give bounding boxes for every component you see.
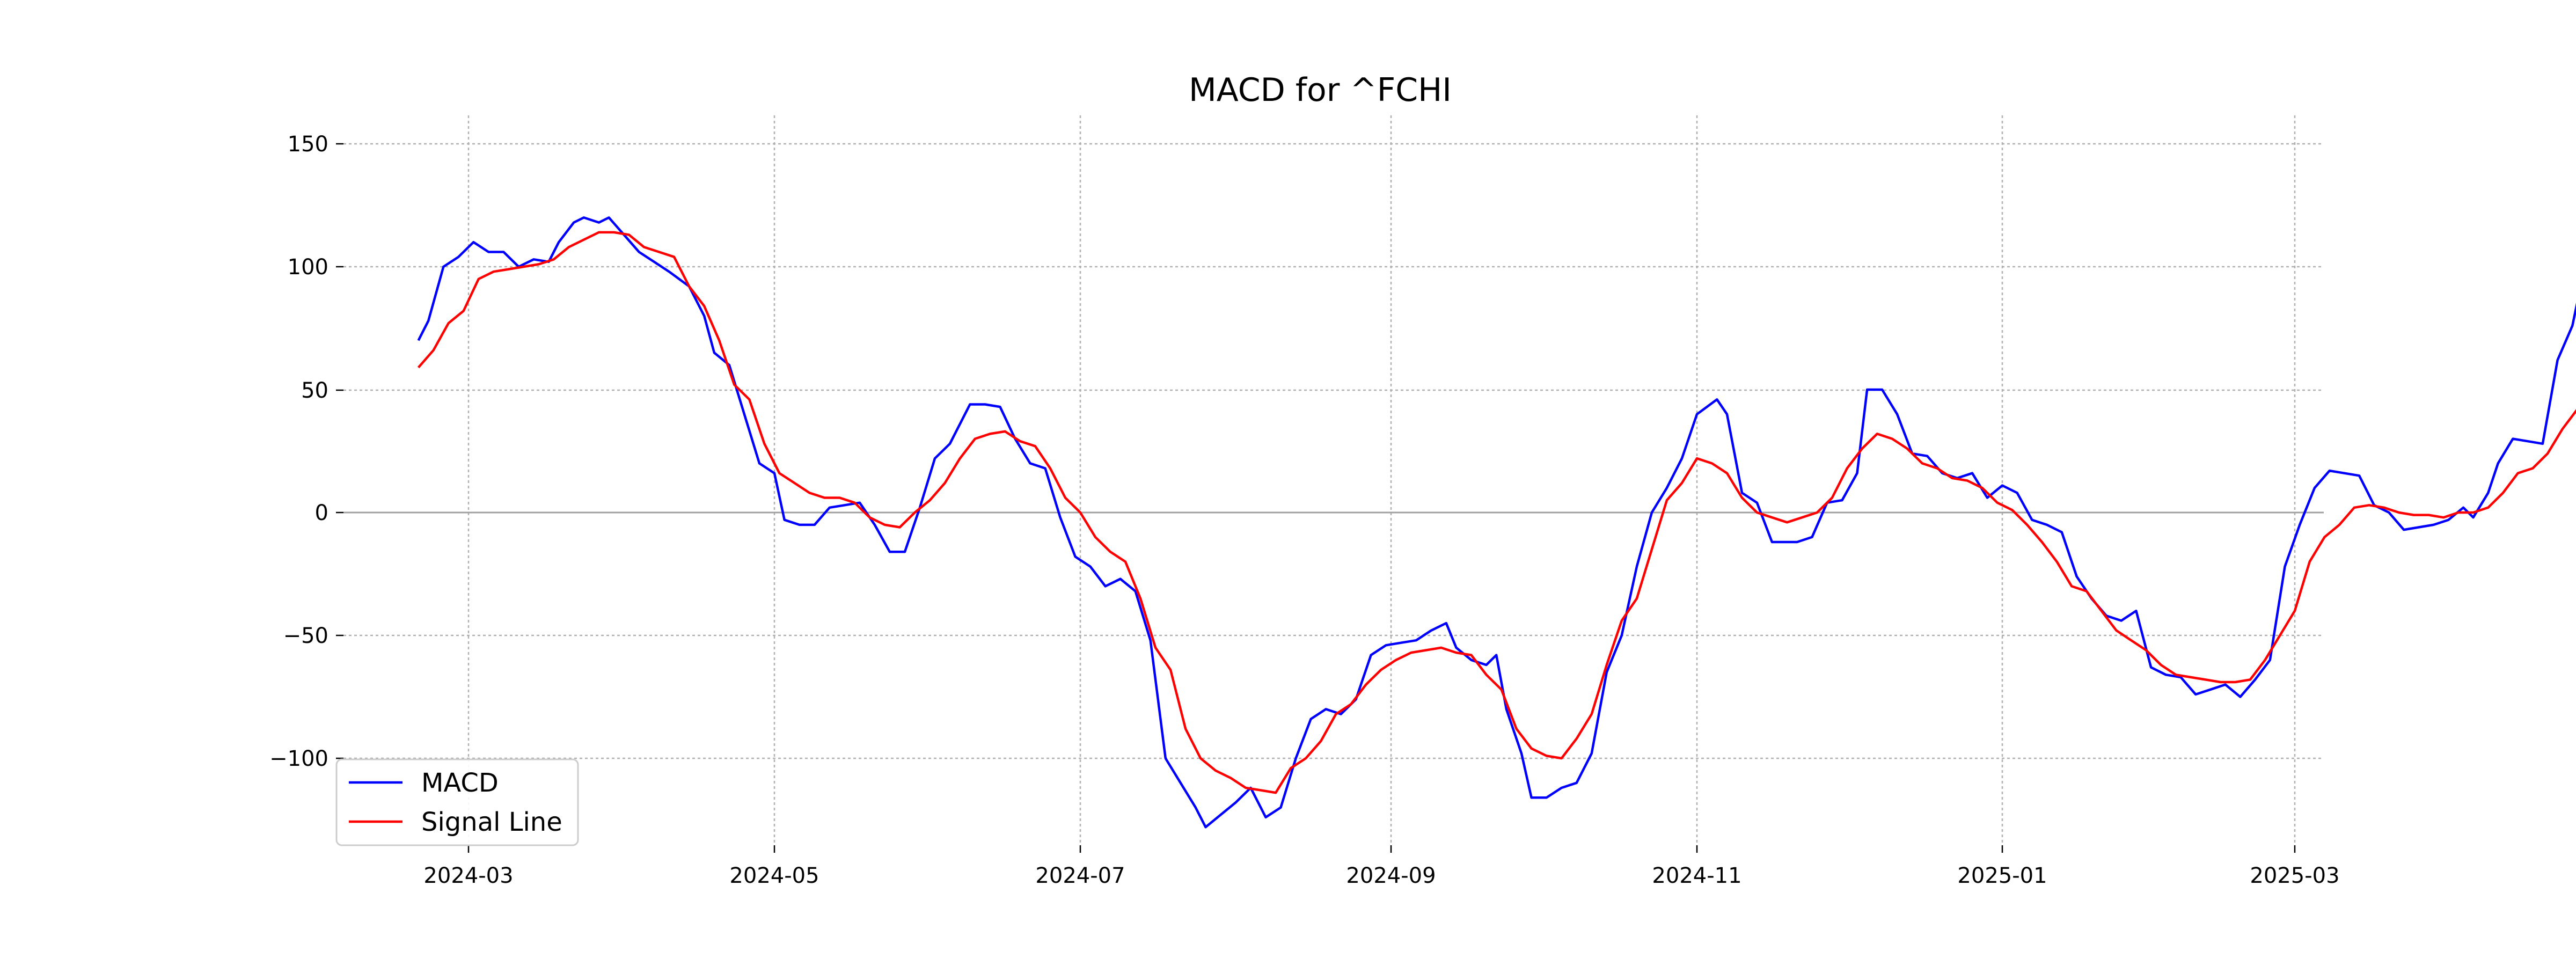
- y-tick-label: −50: [283, 624, 328, 648]
- x-tick-label: 2024-11: [1652, 863, 1741, 888]
- axis-layer: 2024-03 2024-05 2024-07 2024-09 2024-11 2025-…: [269, 132, 2339, 888]
- y-tick-label: 150: [288, 132, 328, 157]
- y-tick-label: −100: [269, 747, 328, 771]
- macd-line: [417, 216, 2576, 829]
- x-tick-label: 2024-07: [1035, 863, 1125, 888]
- y-tick-label: 50: [301, 378, 328, 403]
- series-layer: [417, 216, 2576, 829]
- y-tick-label: 100: [288, 255, 328, 280]
- x-tick-label: 2025-01: [1957, 863, 2047, 888]
- legend-label-macd: MACD: [421, 768, 499, 798]
- x-tick-label: 2025-03: [2250, 863, 2339, 888]
- chart-title: MACD for ^FCHI: [1189, 71, 1452, 109]
- legend-box: [335, 758, 579, 846]
- x-tick-label: 2024-05: [729, 863, 819, 888]
- grid-layer: [343, 115, 2324, 845]
- x-tick-label: 2024-09: [1346, 863, 1436, 888]
- legend: MACD Signal Line: [335, 758, 579, 846]
- y-tick-label: 0: [315, 501, 328, 525]
- x-tick-label: 2024-03: [423, 863, 513, 888]
- legend-label-signal-line: Signal Line: [421, 807, 562, 837]
- signal-line-line: [417, 231, 2576, 794]
